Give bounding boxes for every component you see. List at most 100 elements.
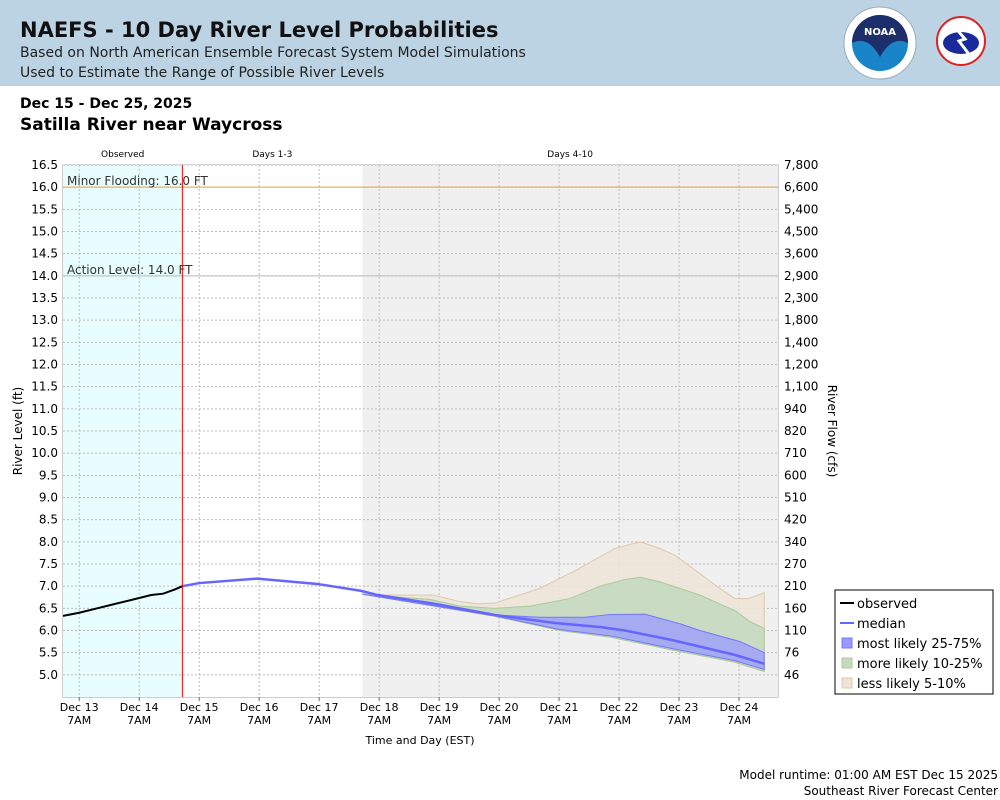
y2-tick-label: 1,800 <box>784 313 818 327</box>
legend-item: observed <box>857 597 917 612</box>
x-tick-label: 7AM <box>667 714 691 727</box>
y2-tick-label: 3,600 <box>784 247 818 261</box>
y2-axis-label: River Flow (cfs) <box>825 385 839 478</box>
y-tick-label: 6.0 <box>39 624 58 638</box>
x-tick-label: 7AM <box>727 714 751 727</box>
x-tick-label: Dec 22 <box>600 701 639 714</box>
site-name: Satilla River near Waycross <box>20 115 283 135</box>
noaa-logo: NOAA <box>843 6 917 80</box>
period-label: Days 4-10 <box>547 150 593 160</box>
y2-tick-label: 340 <box>784 535 807 549</box>
svg-text:NOAA: NOAA <box>864 27 896 38</box>
x-tick-label: Dec 20 <box>480 701 519 714</box>
x-axis-label: Time and Day (EST) <box>364 734 474 747</box>
legend-item: most likely 25-75% <box>857 637 981 652</box>
y-tick-label: 14.0 <box>31 269 58 283</box>
y-tick-label: 10.5 <box>31 424 58 438</box>
legend-swatch <box>841 637 853 649</box>
x-tick-label: 7AM <box>487 714 511 727</box>
x-tick-label: 7AM <box>547 714 571 727</box>
y2-tick-label: 160 <box>784 601 807 615</box>
y-tick-label: 13.0 <box>31 313 58 327</box>
x-tick-label: Dec 16 <box>240 701 279 714</box>
y-tick-label: 16.5 <box>31 158 58 172</box>
x-tick-label: 7AM <box>307 714 331 727</box>
y-tick-label: 11.5 <box>31 380 58 394</box>
legend-item: less likely 5-10% <box>857 677 966 692</box>
legend-box <box>834 589 994 695</box>
x-tick-label: 7AM <box>247 714 271 727</box>
y2-tick-label: 2,300 <box>784 291 818 305</box>
period-label: Observed <box>101 150 144 160</box>
y2-tick-label: 4,500 <box>784 225 818 239</box>
legend-swatch <box>841 657 853 669</box>
y-tick-label: 9.0 <box>39 491 58 505</box>
x-tick-label: Dec 21 <box>540 701 579 714</box>
x-tick-label: 7AM <box>367 714 391 727</box>
y2-tick-label: 2,900 <box>784 269 818 283</box>
y-tick-label: 15.0 <box>31 225 58 239</box>
threshold-label: Minor Flooding: 16.0 FT <box>67 174 209 188</box>
y-tick-label: 12.0 <box>31 358 58 372</box>
y-tick-label: 12.5 <box>31 335 58 349</box>
y-tick-label: 7.5 <box>39 557 58 571</box>
nws-logo <box>936 16 986 66</box>
y-tick-label: 16.0 <box>31 180 58 194</box>
y2-tick-label: 510 <box>784 491 807 505</box>
x-tick-label: Dec 17 <box>300 701 339 714</box>
x-tick-label: Dec 19 <box>420 701 459 714</box>
y2-tick-label: 270 <box>784 557 807 571</box>
legend-item: median <box>857 617 906 632</box>
legend-swatch <box>841 677 853 689</box>
page-title: NAEFS - 10 Day River Level Probabilities <box>20 18 499 42</box>
x-tick-label: Dec 14 <box>120 701 159 714</box>
x-tick-label: 7AM <box>67 714 91 727</box>
y-tick-label: 11.0 <box>31 402 58 416</box>
threshold-label: Action Level: 14.0 FT <box>67 263 193 277</box>
x-tick-label: Dec 15 <box>180 701 219 714</box>
y-tick-label: 6.5 <box>39 601 58 615</box>
observed-line <box>62 585 183 617</box>
y2-tick-label: 940 <box>784 402 807 416</box>
y2-tick-label: 5,400 <box>784 202 818 216</box>
period-0-background <box>63 165 183 697</box>
y-tick-label: 14.5 <box>31 247 58 261</box>
subtitle-2: Used to Estimate the Range of Possible R… <box>20 65 385 81</box>
y-tick-label: 13.5 <box>31 291 58 305</box>
y2-tick-label: 7,800 <box>784 158 818 172</box>
period-label: Days 1-3 <box>252 150 292 160</box>
x-tick-label: 7AM <box>127 714 151 727</box>
y2-tick-label: 420 <box>784 513 807 527</box>
y-tick-label: 7.0 <box>39 579 58 593</box>
y-tick-label: 5.5 <box>39 646 58 660</box>
y-tick-label: 15.5 <box>31 202 58 216</box>
y2-tick-label: 46 <box>784 668 799 682</box>
y2-tick-label: 110 <box>784 624 807 638</box>
date-range: Dec 15 - Dec 25, 2025 <box>20 96 193 112</box>
y-axis-label: River Level (ft) <box>11 387 25 475</box>
y2-tick-label: 76 <box>784 646 799 660</box>
y2-tick-label: 600 <box>784 468 807 482</box>
y2-tick-label: 710 <box>784 446 807 460</box>
legend-item: more likely 10-25% <box>857 657 983 672</box>
x-tick-label: 7AM <box>187 714 211 727</box>
median-line <box>182 577 765 665</box>
y2-tick-label: 1,100 <box>784 380 818 394</box>
x-tick-label: 7AM <box>607 714 631 727</box>
y-tick-label: 8.5 <box>39 513 58 527</box>
band-most-likely-25-75- <box>362 593 765 671</box>
x-tick-label: Dec 13 <box>60 701 99 714</box>
y-tick-label: 10.0 <box>31 446 58 460</box>
subtitle: Based on North American Ensemble Forecas… <box>20 45 526 61</box>
y-tick-label: 5.0 <box>39 668 58 682</box>
model-runtime: Model runtime: 01:00 AM EST Dec 15 2025 <box>739 768 998 782</box>
y2-tick-label: 6,600 <box>784 180 818 194</box>
y2-tick-label: 1,200 <box>784 358 818 372</box>
y2-tick-label: 820 <box>784 424 807 438</box>
x-tick-label: Dec 23 <box>660 701 699 714</box>
y-tick-label: 9.5 <box>39 468 58 482</box>
y2-tick-label: 210 <box>784 579 807 593</box>
header-banner: NAEFS - 10 Day River Level Probabilities… <box>0 0 1000 86</box>
y-tick-label: 8.0 <box>39 535 58 549</box>
